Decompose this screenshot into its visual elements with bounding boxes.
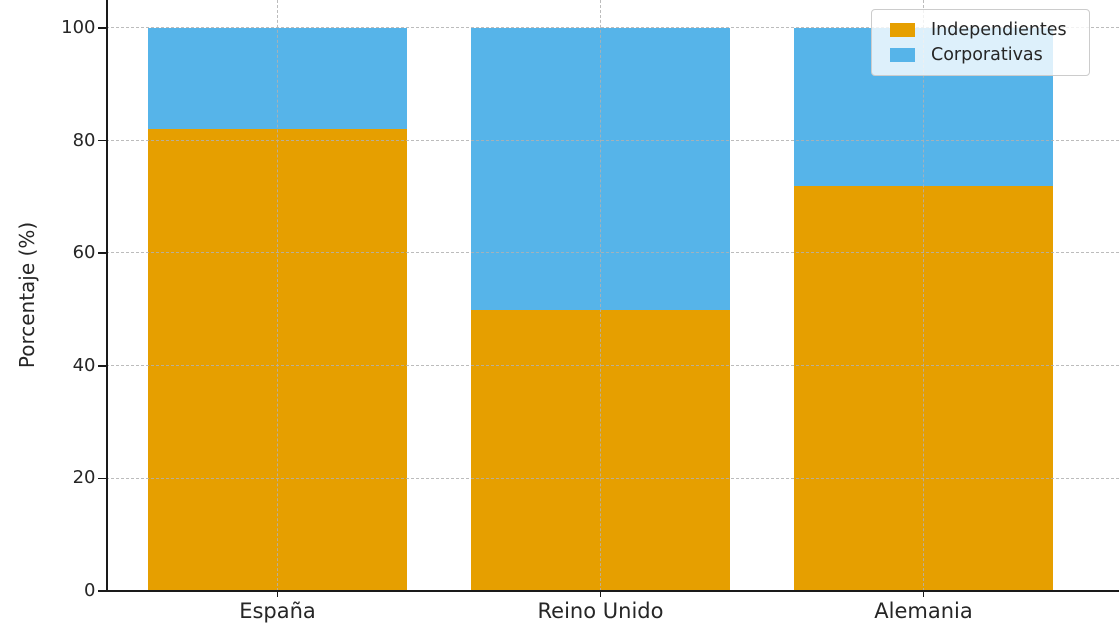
legend: Independientes Corporativas <box>871 9 1090 76</box>
legend-label-independientes: Independientes <box>931 20 1067 40</box>
x-tick-label-1: Reino Unido <box>537 599 664 623</box>
y-tick-label-100: 100 <box>61 17 96 38</box>
y-tickmark-60 <box>98 252 106 255</box>
x-tickmark-1 <box>599 591 602 597</box>
y-tick-label-60: 60 <box>72 242 96 264</box>
y-axis-title: Porcentaje (%) <box>15 221 39 369</box>
gridline-horizontal-100 <box>105 27 1119 29</box>
legend-swatch-corporativas <box>890 48 915 62</box>
legend-item-corporativas: Corporativas <box>890 44 1079 66</box>
x-tickmark-2 <box>922 591 925 597</box>
y-tick-label-0: 0 <box>84 580 96 601</box>
y-tickmark-100 <box>98 27 106 29</box>
legend-swatch-independientes <box>890 23 915 37</box>
x-axis-spine <box>105 590 1119 592</box>
y-tick-label-20: 20 <box>72 467 96 489</box>
gridline-horizontal-40 <box>105 365 1119 367</box>
x-tickmark-0 <box>276 591 279 597</box>
gridline-horizontal-20 <box>105 477 1119 479</box>
y-tickmark-20 <box>98 477 106 480</box>
legend-label-corporativas: Corporativas <box>931 45 1043 65</box>
y-axis-spine <box>105 0 108 592</box>
gridline-vertical-0 <box>276 0 278 591</box>
gridline-vertical-1 <box>599 0 601 591</box>
y-tick-label-40: 40 <box>72 354 96 376</box>
x-tick-label-2: Alemania <box>874 599 973 623</box>
y-tick-label-80: 80 <box>72 129 96 151</box>
x-tick-label-0: España <box>239 599 316 623</box>
y-tickmark-40 <box>98 364 106 367</box>
y-tickmark-0 <box>98 590 106 592</box>
gridline-horizontal-60 <box>105 252 1119 254</box>
gridline-vertical-2 <box>922 0 924 591</box>
legend-item-independientes: Independientes <box>890 19 1079 41</box>
y-tickmark-80 <box>98 139 106 142</box>
gridline-horizontal-80 <box>105 139 1119 141</box>
